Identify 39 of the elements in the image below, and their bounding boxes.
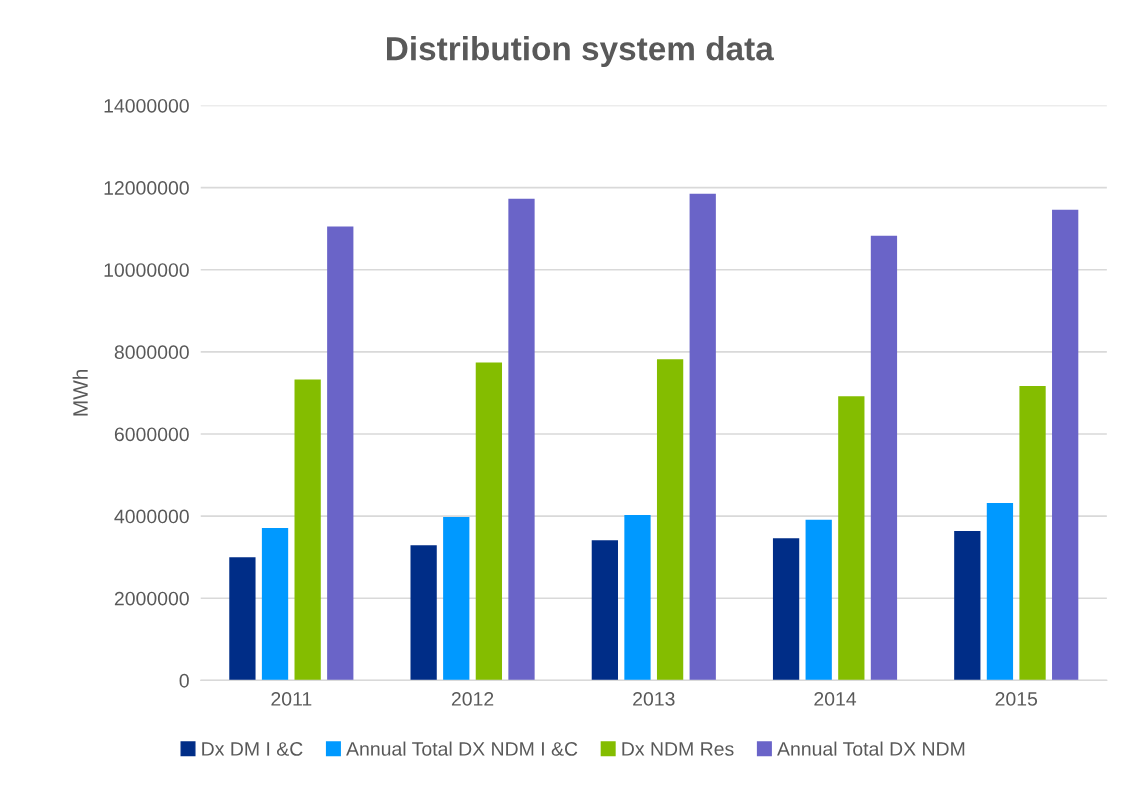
x-tick-label: 2015 (995, 692, 1038, 706)
bar (443, 516, 470, 681)
bar (954, 530, 981, 681)
bar (294, 379, 321, 681)
bar (986, 502, 1014, 681)
legend-label: Dx DM I &C (202, 742, 303, 756)
legend-label: Annual Total DX NDM (777, 741, 965, 756)
x-tick-label: 2011 (271, 692, 312, 706)
y-tick-label: 12000000 (104, 181, 189, 195)
y-axis-title: MWh (72, 369, 88, 416)
bar (327, 226, 354, 681)
bar (229, 557, 256, 681)
bar (870, 235, 898, 681)
legend-label: Annual Total DX NDM I &C (346, 741, 578, 756)
y-tick-label: 6000000 (114, 427, 189, 442)
y-tick-label: 2000000 (114, 591, 189, 606)
bar (1019, 385, 1046, 681)
x-tick-label: 2012 (451, 692, 494, 706)
bar (772, 538, 800, 681)
y-tick-label: 4000000 (114, 509, 189, 524)
bar (656, 359, 684, 681)
x-tick-label: 2014 (814, 692, 857, 706)
legend-label: Dx NDM Res (622, 742, 734, 756)
bar (689, 193, 716, 681)
bar (838, 396, 865, 681)
y-tick-label: 8000000 (114, 345, 189, 360)
x-tick-label: 2013 (633, 692, 675, 706)
bar (805, 519, 832, 681)
bar (1052, 209, 1079, 681)
chart-title: Distribution system data (387, 36, 774, 68)
y-tick-label: 10000000 (104, 263, 189, 277)
bar (475, 362, 503, 681)
bar (410, 545, 437, 681)
y-tick-label: 0 (179, 673, 189, 688)
y-tick-label: 14000000 (104, 98, 189, 113)
bar (591, 540, 618, 681)
bar (261, 528, 289, 681)
bar (624, 514, 651, 681)
bar (508, 198, 535, 681)
